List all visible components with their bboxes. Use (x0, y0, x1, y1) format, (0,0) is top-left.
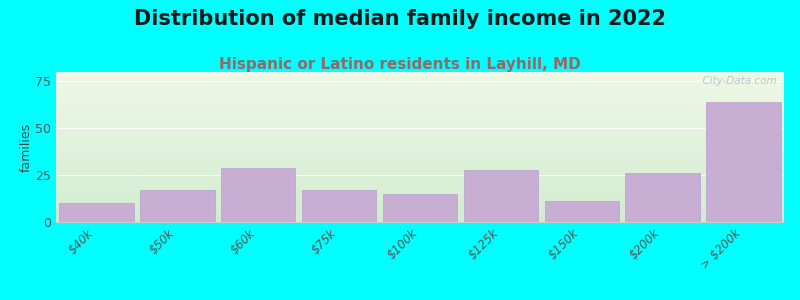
Bar (626, 173, 700, 222)
Bar (59, 203, 134, 222)
Bar (221, 168, 295, 222)
Bar (382, 194, 458, 222)
Bar (140, 190, 214, 222)
Y-axis label: families: families (19, 122, 32, 172)
Text: Hispanic or Latino residents in Layhill, MD: Hispanic or Latino residents in Layhill,… (219, 57, 581, 72)
Bar (706, 102, 781, 222)
Text: City-Data.com: City-Data.com (696, 76, 777, 86)
Bar (545, 201, 619, 222)
Bar (302, 190, 376, 222)
Bar (464, 169, 538, 222)
Text: Distribution of median family income in 2022: Distribution of median family income in … (134, 9, 666, 29)
